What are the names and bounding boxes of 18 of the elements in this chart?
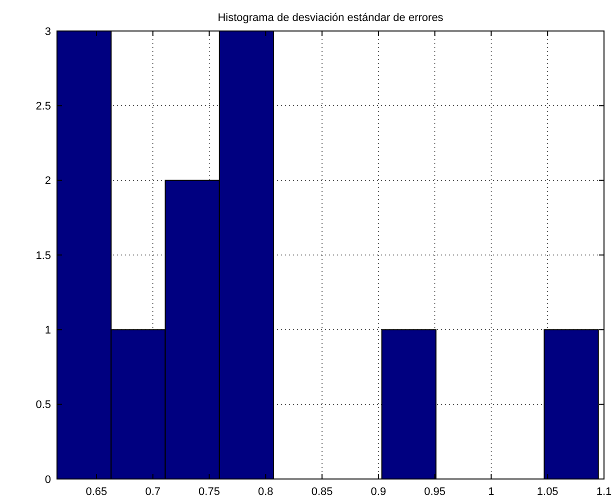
y-tick-label: 1.5 [36, 250, 51, 262]
x-tick-label: 1.05 [536, 486, 558, 498]
y-tick-label: 0 [44, 474, 51, 486]
y-tick-label: 0.5 [36, 399, 51, 412]
x-tick-label: 0.8 [258, 486, 274, 498]
y-tick-label: 1 [44, 324, 51, 337]
x-tick-label: 0.85 [311, 486, 333, 498]
y-tick-label: 2.5 [36, 100, 51, 113]
x-tick-label: 1.1 [596, 486, 612, 498]
x-tick-label: 0.75 [198, 486, 220, 498]
x-tick-label: 0.95 [424, 486, 446, 498]
x-tick-label: 0.65 [86, 486, 108, 498]
y-tick-label: 2 [44, 175, 51, 188]
y-tick-label: 3 [44, 26, 51, 38]
x-tick-label: 0.9 [370, 486, 386, 498]
chart-title: Histograma de desviación estándar de errores [218, 12, 444, 24]
x-tick-label: 1 [488, 486, 494, 498]
x-tick-label: 0.7 [145, 486, 161, 498]
